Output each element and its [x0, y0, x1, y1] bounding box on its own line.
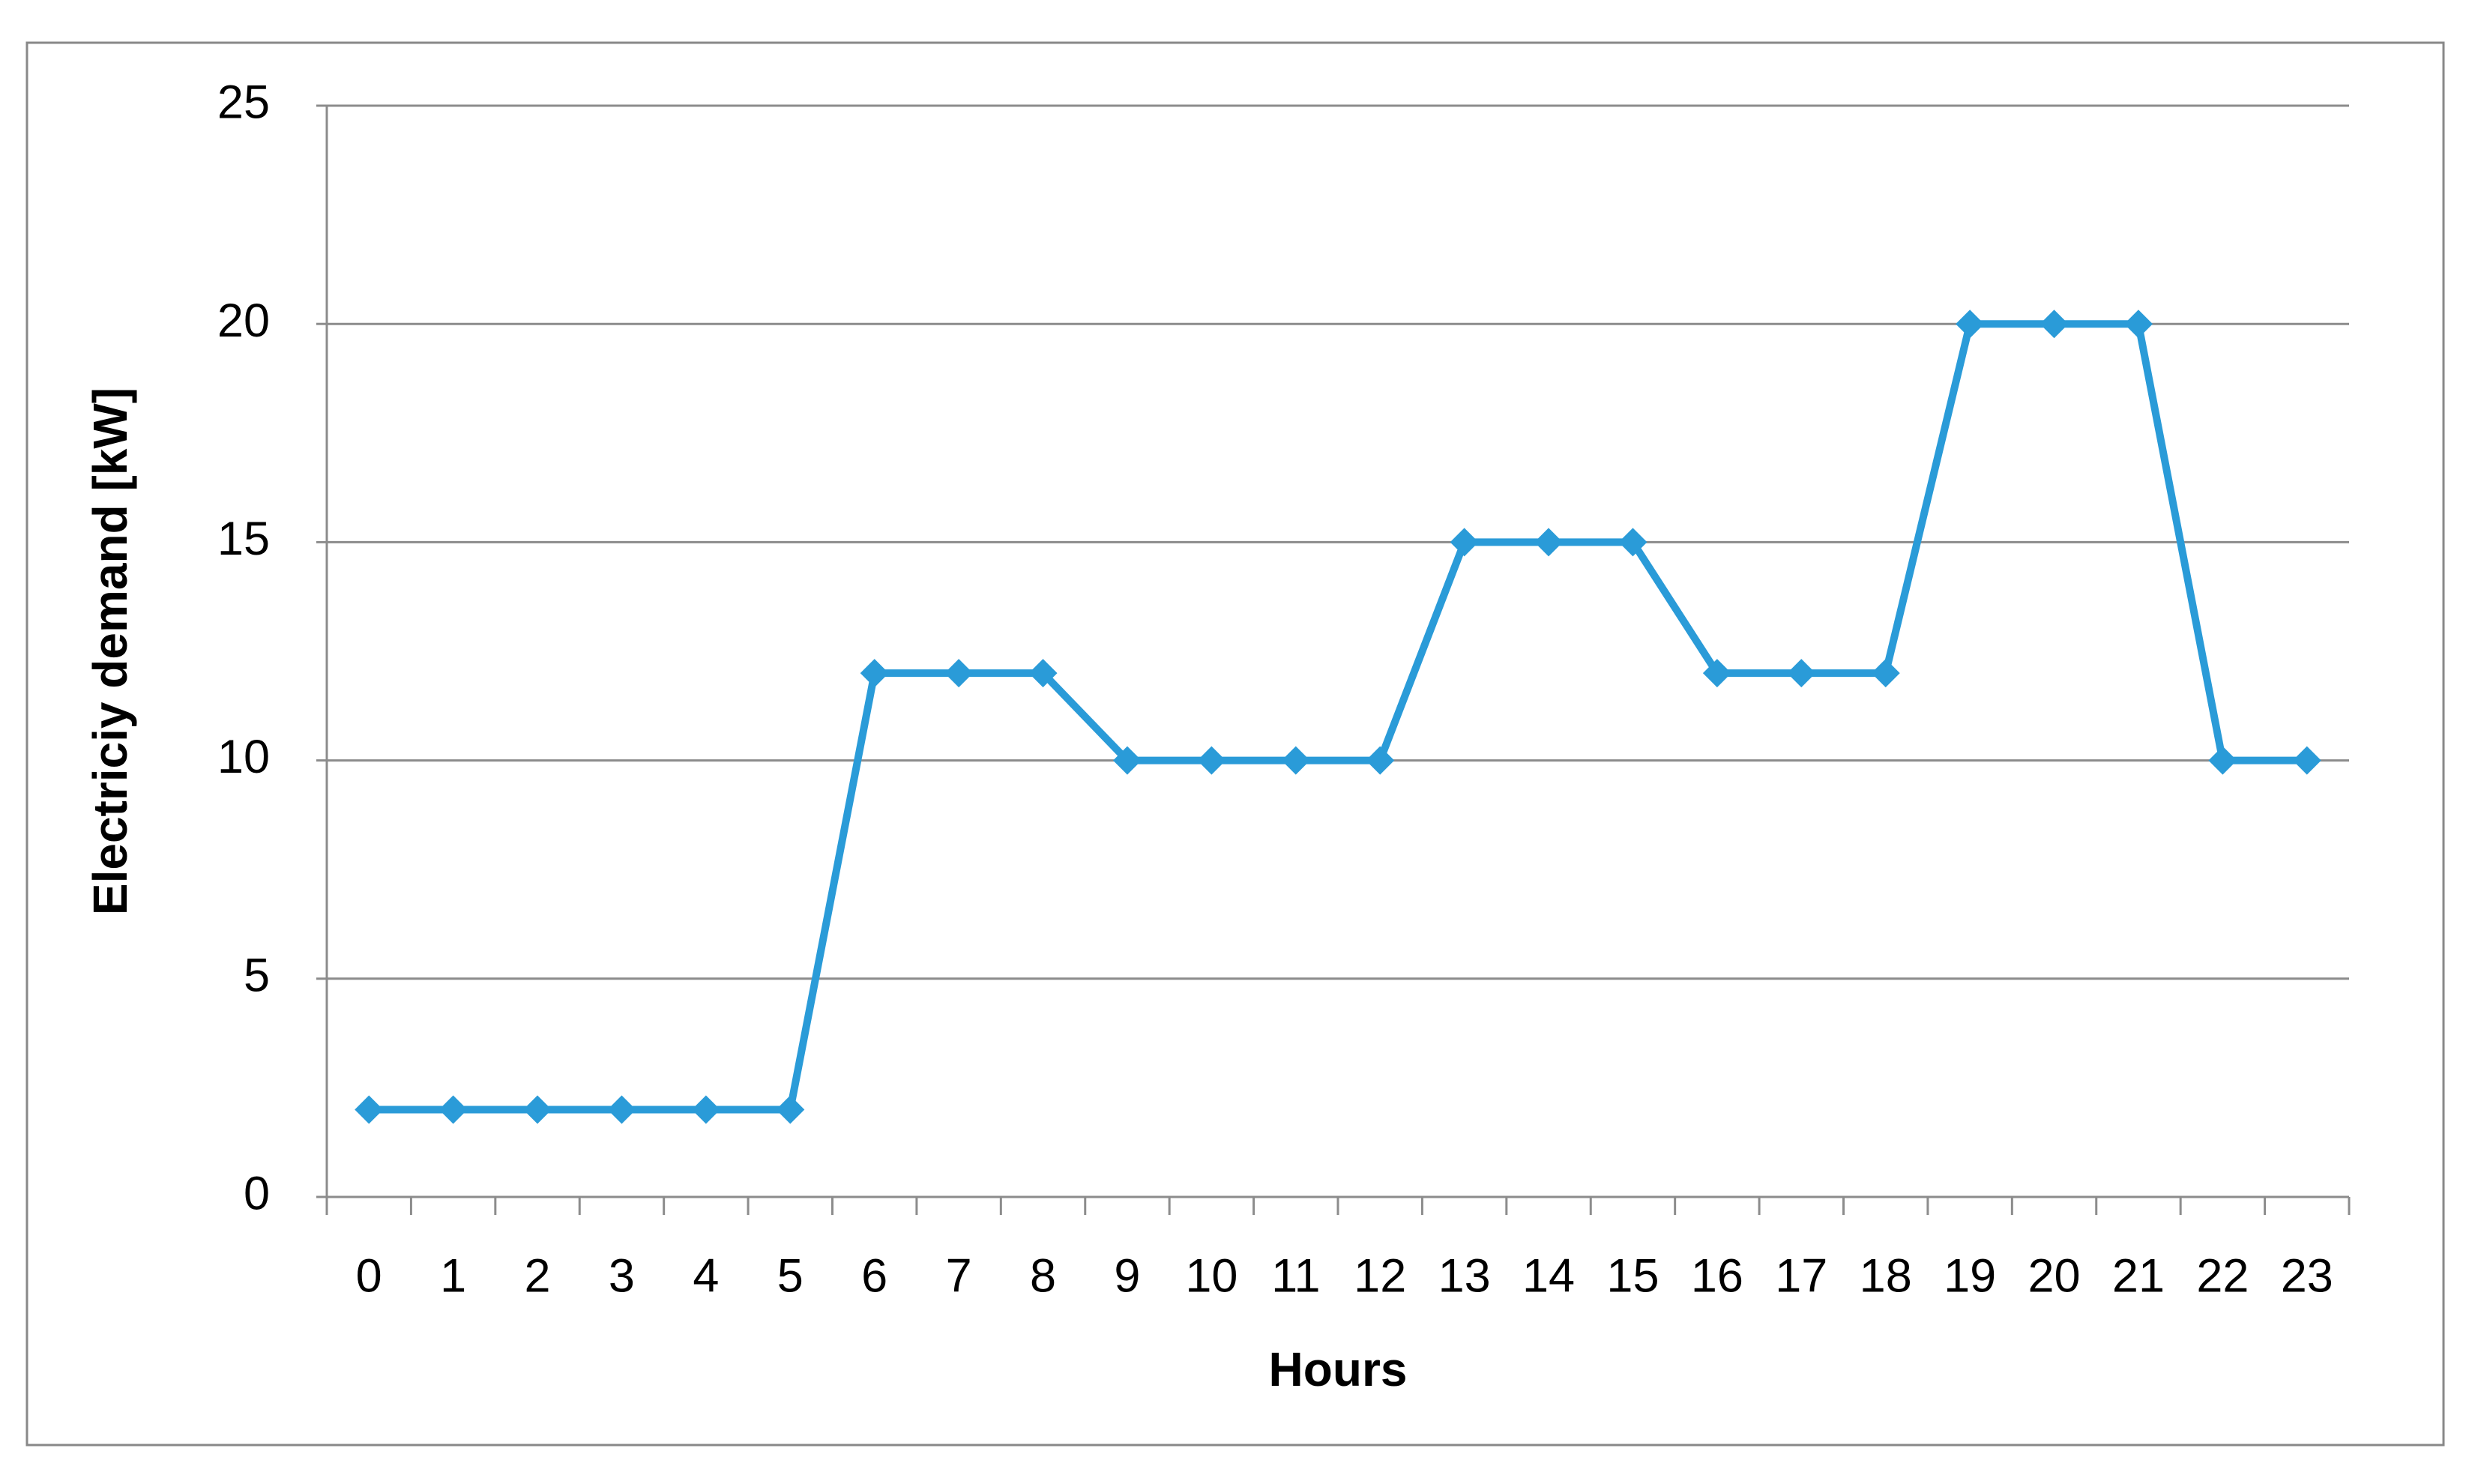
y-tick-label: 0	[244, 1168, 270, 1220]
y-tick-label: 15	[217, 513, 270, 565]
x-tick-label: 0	[356, 1250, 382, 1303]
data-point	[2292, 746, 2321, 775]
x-tick-label: 14	[1522, 1250, 1575, 1303]
x-tick-label: 21	[2112, 1250, 2165, 1303]
data-point	[944, 659, 974, 688]
x-tick-label: 2	[525, 1250, 551, 1303]
y-axis-title: Electriciy demand [kW]	[83, 387, 137, 915]
data-point	[1112, 746, 1142, 775]
x-tick-label: 1	[440, 1250, 466, 1303]
x-tick-label: 18	[1860, 1250, 1912, 1303]
y-tick-label: 10	[217, 731, 270, 783]
x-tick-label: 6	[861, 1250, 887, 1303]
y-tick-label: 20	[217, 295, 270, 347]
data-point	[355, 1095, 384, 1124]
data-point	[2208, 746, 2237, 775]
x-tick-label: 7	[946, 1250, 972, 1303]
y-tick-label: 5	[244, 949, 270, 1001]
data-point	[1534, 528, 1564, 557]
data-point	[438, 1095, 468, 1124]
x-tick-label: 17	[1775, 1250, 1827, 1303]
x-tick-label: 22	[2196, 1250, 2249, 1303]
data-point	[691, 1095, 720, 1124]
x-axis-title: Hours	[1269, 1342, 1408, 1396]
data-point	[1450, 528, 1479, 557]
data-point	[1281, 746, 1310, 775]
data-point	[1028, 659, 1058, 688]
data-point	[2123, 310, 2153, 339]
chart-border	[25, 41, 2445, 1447]
x-tick-label: 4	[693, 1250, 719, 1303]
x-tick-label: 10	[1185, 1250, 1237, 1303]
x-tick-label: 15	[1606, 1250, 1659, 1303]
data-point	[1956, 310, 1985, 339]
data-point	[1197, 746, 1226, 775]
data-point	[1702, 659, 1731, 688]
data-point	[523, 1095, 552, 1124]
x-tick-label: 5	[777, 1250, 804, 1303]
x-tick-label: 13	[1438, 1250, 1491, 1303]
data-point	[1618, 528, 1647, 557]
x-tick-label: 20	[2028, 1250, 2081, 1303]
x-tick-label: 3	[609, 1250, 635, 1303]
x-tick-label: 16	[1691, 1250, 1743, 1303]
x-tick-label: 8	[1030, 1250, 1056, 1303]
x-tick-label: 9	[1114, 1250, 1140, 1303]
x-tick-label: 19	[1944, 1250, 1996, 1303]
x-tick-label: 12	[1354, 1250, 1406, 1303]
data-point	[860, 659, 889, 688]
data-point	[2040, 310, 2069, 339]
data-point	[1787, 659, 1816, 688]
x-tick-label: 23	[2281, 1250, 2333, 1303]
data-point	[776, 1095, 805, 1124]
data-point	[607, 1095, 636, 1124]
y-tick-label: 25	[217, 76, 270, 129]
data-point	[1871, 659, 1900, 688]
x-tick-label: 11	[1271, 1250, 1320, 1303]
data-point	[1366, 746, 1395, 775]
